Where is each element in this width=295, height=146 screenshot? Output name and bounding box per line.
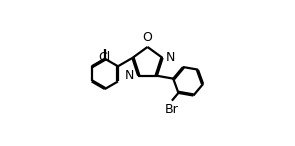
Text: N: N xyxy=(125,69,135,82)
Text: O: O xyxy=(142,31,153,44)
Text: N: N xyxy=(166,51,176,65)
Text: Br: Br xyxy=(165,103,179,116)
Text: Cl: Cl xyxy=(99,51,111,64)
